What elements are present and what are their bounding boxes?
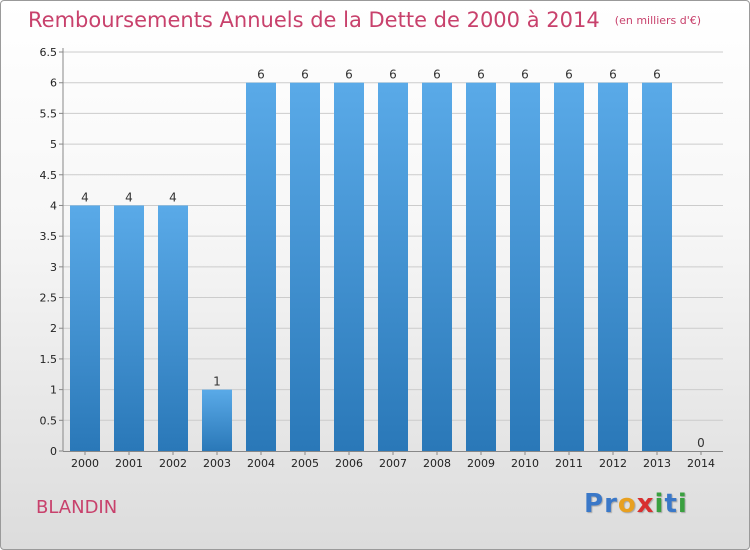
x-tick-label: 2010 [511,457,539,470]
bar-value-label: 6 [301,68,309,82]
bar [378,82,408,451]
y-tick-label: 2.5 [40,292,58,305]
brand-logo: Proxiti [584,489,688,519]
x-tick-label: 2000 [71,457,99,470]
x-tick-label: 2009 [467,457,495,470]
bar-value-label: 6 [345,68,353,82]
bar [246,82,276,451]
x-tick-label: 2014 [687,457,715,470]
bar-value-label: 4 [169,190,177,204]
y-tick-label: 1.5 [40,353,58,366]
bar [642,82,672,451]
y-tick-label: 1 [50,384,57,397]
bar [334,82,364,451]
bar-value-label: 6 [521,68,529,82]
y-tick-label: 5 [50,138,57,151]
bar-value-label: 6 [257,68,265,82]
x-tick-label: 2013 [643,457,671,470]
labels: 0 0.5 1 1.5 2 2.5 3 3.5 4 4.5 5 5.5 6 6.5 2000 4 2001 4 20… [40,46,716,470]
x-tick-label: 2007 [379,457,407,470]
bar [510,82,540,451]
y-tick-label: 6.5 [40,46,58,59]
chart-title: Remboursements Annuels de la Dette de 20… [28,8,701,32]
chart-title-text: Remboursements Annuels de la Dette de 20… [28,8,600,32]
y-tick-label: 5.5 [40,107,58,120]
brand-letter: P [584,489,605,519]
bar [158,205,188,451]
bar-value-label: 6 [653,68,661,82]
bars [70,82,672,451]
brand-letter: o [617,489,637,519]
y-tick-label: 3.5 [40,230,58,243]
y-tick-label: 3 [50,261,57,274]
x-tick-label: 2006 [335,457,363,470]
bar-value-label: 6 [389,68,397,82]
brand-letter: r [604,489,618,519]
bar-value-label: 4 [81,190,89,204]
bar-value-label: 1 [213,375,221,389]
x-tick-label: 2008 [423,457,451,470]
x-tick-label: 2011 [555,457,583,470]
y-tick-label: 0.5 [40,414,58,427]
y-tick-label: 4 [50,199,57,212]
bar [422,82,452,451]
x-tick-label: 2012 [599,457,627,470]
brand-letter: i [677,489,688,519]
y-tick-label: 2 [50,322,57,335]
brand-letter: i [654,489,665,519]
brand-letter: x [636,489,655,519]
commune-name: BLANDIN [36,497,118,518]
bar-value-label: 0 [697,436,705,450]
bar-value-label: 6 [433,68,441,82]
y-tick-label: 4.5 [40,169,58,182]
x-tick-label: 2002 [159,457,187,470]
bar-value-label: 6 [565,68,573,82]
x-tick-label: 2003 [203,457,231,470]
bar-value-label: 4 [125,190,133,204]
bar [114,205,144,451]
bar [598,82,628,451]
x-tick-label: 2001 [115,457,143,470]
bar [202,389,232,451]
bar [466,82,496,451]
axes [59,48,723,455]
x-tick-label: 2005 [291,457,319,470]
x-tick-label: 2004 [247,457,275,470]
y-tick-label: 6 [50,77,57,90]
bar-value-label: 6 [477,68,485,82]
bar-value-label: 6 [609,68,617,82]
y-tick-label: 0 [50,445,57,458]
bar [554,82,584,451]
chart-unit: (en milliers d'€) [614,14,702,27]
bar [290,82,320,451]
bar [70,205,100,451]
brand-letter: t [664,489,678,519]
